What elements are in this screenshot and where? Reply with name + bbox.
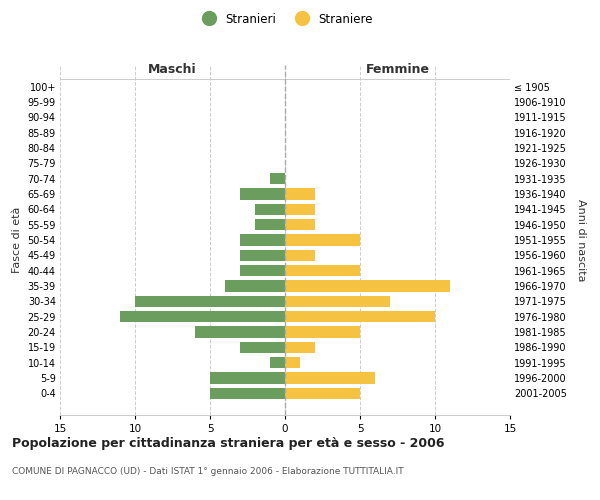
Bar (240, 342, 285, 353)
Bar (285, 280, 450, 292)
Bar (135, 296, 285, 307)
Text: Maschi: Maschi (148, 63, 197, 76)
Bar (195, 326, 285, 338)
Bar (270, 173, 285, 184)
Bar (285, 265, 360, 276)
Text: Femmine: Femmine (365, 63, 430, 76)
Bar (285, 372, 375, 384)
Bar (240, 234, 285, 246)
Bar (210, 372, 285, 384)
Bar (270, 357, 285, 368)
Bar (285, 388, 360, 399)
Bar (240, 250, 285, 261)
Bar (285, 296, 390, 307)
Bar (240, 188, 285, 200)
Bar (285, 326, 360, 338)
Bar (225, 280, 285, 292)
Bar (210, 388, 285, 399)
Y-axis label: Anni di nascita: Anni di nascita (577, 198, 586, 281)
Bar (285, 219, 315, 230)
Bar (240, 265, 285, 276)
Bar (285, 357, 300, 368)
Bar (285, 188, 315, 200)
Bar (255, 204, 285, 215)
Bar (285, 342, 315, 353)
Text: Popolazione per cittadinanza straniera per età e sesso - 2006: Popolazione per cittadinanza straniera p… (12, 438, 445, 450)
Bar (120, 311, 285, 322)
Bar (285, 204, 315, 215)
Bar (285, 311, 435, 322)
Text: COMUNE DI PAGNACCO (UD) - Dati ISTAT 1° gennaio 2006 - Elaborazione TUTTITALIA.I: COMUNE DI PAGNACCO (UD) - Dati ISTAT 1° … (12, 468, 404, 476)
Bar (285, 250, 315, 261)
Bar (255, 219, 285, 230)
Bar (285, 234, 360, 246)
Y-axis label: Fasce di età: Fasce di età (12, 207, 22, 273)
Legend: Stranieri, Straniere: Stranieri, Straniere (192, 8, 378, 30)
